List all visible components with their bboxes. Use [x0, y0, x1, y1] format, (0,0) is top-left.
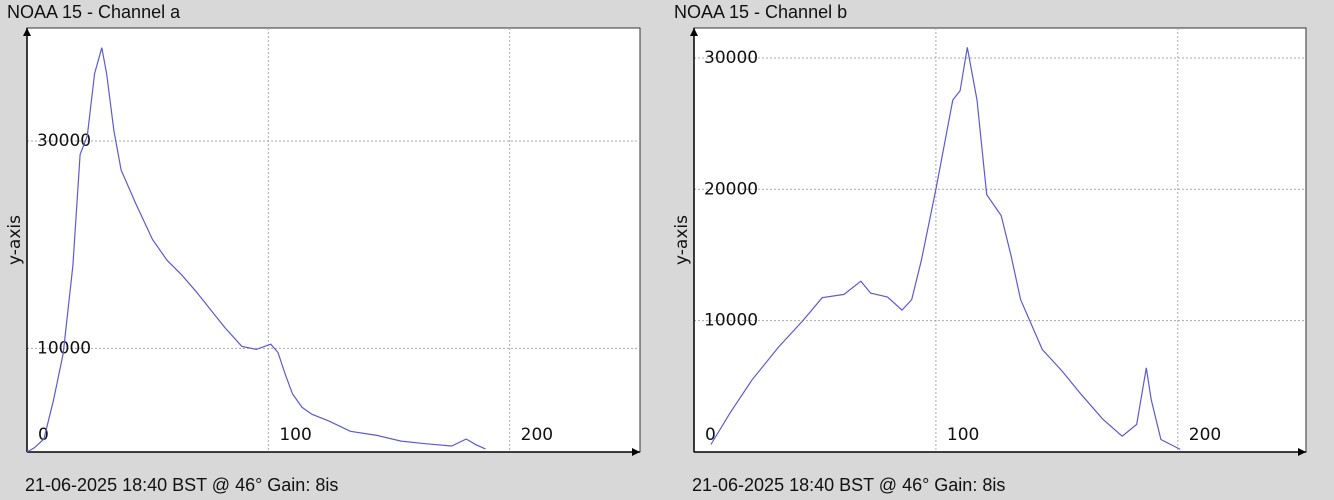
y-tick-label: 30000 [37, 131, 91, 151]
x-tick-label: 200 [521, 425, 553, 445]
axis-arrow [632, 448, 640, 456]
axis-arrow [690, 28, 698, 36]
x-tick-label: 100 [947, 425, 979, 445]
chart-title: NOAA 15 - Channel a [7, 2, 181, 22]
y-tick-label: 30000 [704, 48, 758, 68]
y-axis-label: y-axis [5, 215, 25, 265]
chart-title: NOAA 15 - Channel b [674, 2, 847, 22]
x-tick-label: 200 [1189, 425, 1221, 445]
plot-area [693, 27, 1307, 453]
axis-arrow [1298, 448, 1306, 456]
footer: 21-06-2025 18:40 BST @ 46° Gain: 8is [692, 475, 1005, 495]
x-tick-label: 0 [705, 425, 716, 445]
axis-arrow [23, 28, 31, 36]
line-series [710, 47, 1181, 450]
line-series [26, 47, 486, 453]
footer: 21-06-2025 18:40 BST @ 46° Gain: 8is [25, 475, 338, 495]
y-tick-label: 20000 [704, 179, 758, 199]
y-axis-label: y-axis [672, 215, 692, 265]
plot-area [26, 27, 641, 453]
x-tick-label: 100 [279, 425, 311, 445]
y-tick-label: 10000 [704, 311, 758, 331]
x-tick-label: 0 [38, 425, 49, 445]
